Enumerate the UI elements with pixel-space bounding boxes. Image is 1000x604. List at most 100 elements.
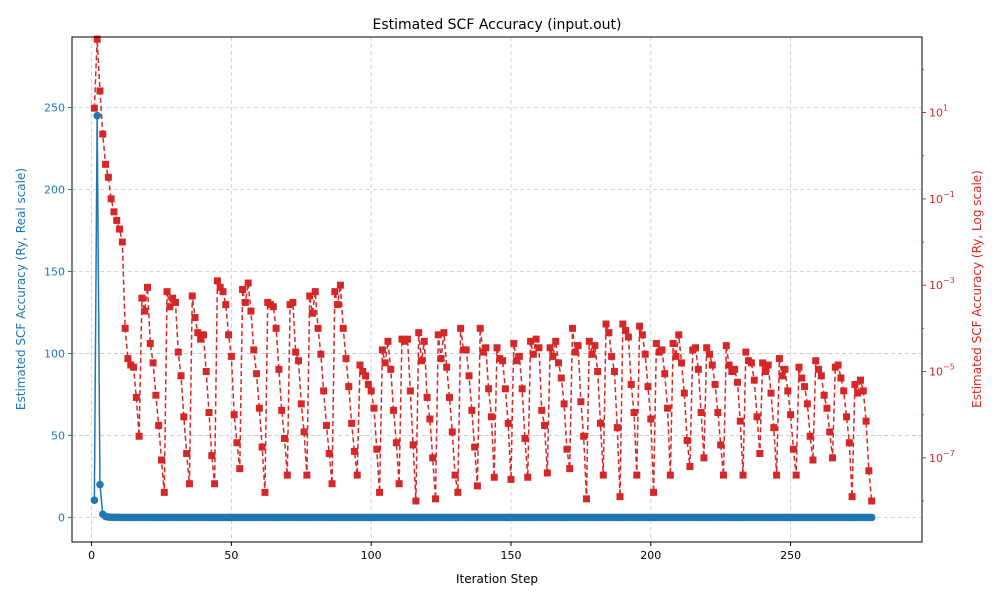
log-scale-point — [306, 292, 314, 300]
y-left-tick-label: 200 — [44, 183, 65, 196]
x-tick-label: 100 — [361, 549, 382, 562]
log-scale-point — [213, 277, 221, 285]
log-scale-point — [185, 480, 193, 488]
log-scale-point — [719, 471, 727, 479]
log-scale-point — [90, 104, 98, 112]
log-scale-point — [535, 344, 543, 352]
log-scale-point — [792, 471, 800, 479]
log-scale-point — [345, 383, 353, 391]
log-scale-point — [815, 365, 823, 373]
log-scale-point — [308, 309, 316, 317]
log-scale-point — [714, 409, 722, 417]
log-scale-point — [633, 471, 641, 479]
log-scale-point — [328, 480, 336, 488]
log-scale-point — [462, 346, 470, 354]
log-scale-point — [560, 400, 568, 408]
log-scale-point — [138, 294, 146, 302]
log-scale-point — [211, 480, 219, 488]
log-scale-point — [135, 432, 143, 440]
log-scale-point — [859, 387, 867, 395]
log-scale-point — [666, 471, 674, 479]
log-scale-point — [773, 471, 781, 479]
log-scale-point — [124, 355, 132, 363]
y-axis-left-label: Estimated SCF Accuracy (Ry, Real scale) — [14, 168, 28, 410]
log-scale-point — [160, 488, 168, 496]
log-scale-point — [672, 352, 680, 360]
log-scale-point — [610, 368, 618, 376]
log-scale-point — [722, 342, 730, 350]
log-scale-point — [582, 495, 590, 503]
log-scale-point — [848, 493, 856, 501]
log-scale-point — [778, 372, 786, 380]
log-scale-point — [272, 324, 280, 332]
log-scale-point — [487, 413, 495, 421]
log-scale-point — [219, 288, 227, 296]
y-left-tick-label: 0 — [58, 511, 65, 524]
log-scale-point — [733, 378, 741, 386]
log-scale-point — [110, 208, 118, 216]
x-tick-label: 0 — [88, 549, 95, 562]
log-scale-point — [216, 283, 224, 291]
log-scale-point — [174, 348, 182, 356]
log-scale-point — [834, 361, 842, 369]
log-scale-point — [602, 320, 610, 328]
log-scale-point — [739, 471, 747, 479]
log-scale-point — [574, 342, 582, 350]
log-scale-point — [336, 281, 344, 289]
log-scale-point — [102, 160, 110, 168]
log-scale-point — [202, 368, 210, 376]
log-scale-point — [348, 419, 356, 427]
log-scale-point — [499, 357, 507, 365]
log-scale-point — [163, 288, 171, 296]
log-scale-point — [644, 383, 652, 391]
log-scale-point — [809, 456, 817, 464]
log-scale-point — [473, 482, 481, 490]
log-scale-point — [711, 380, 719, 388]
log-scale-point — [132, 393, 140, 401]
log-scale-point — [840, 387, 848, 395]
log-scale-point — [157, 456, 165, 464]
log-scale-point — [686, 462, 694, 470]
log-scale-point — [465, 372, 473, 380]
log-scale-point — [527, 337, 535, 345]
log-scale-point — [121, 324, 129, 332]
log-scale-point — [303, 471, 311, 479]
log-scale-point — [440, 329, 448, 337]
log-scale-point — [541, 421, 549, 429]
log-scale-point — [770, 424, 778, 432]
log-scale-point — [865, 467, 873, 475]
log-scale-point — [227, 352, 235, 360]
log-scale-point — [524, 473, 532, 481]
plot-frame — [71, 36, 923, 543]
log-scale-point — [862, 417, 870, 425]
log-scale-point — [706, 350, 713, 358]
log-scale-point — [130, 363, 138, 371]
y-right-tick-label: 10−3 — [929, 276, 955, 292]
log-scale-point — [636, 322, 644, 330]
log-scale-point — [764, 361, 772, 369]
log-scale-point — [588, 350, 596, 358]
y-axis-left: 0 50 100 150 200 250 — [44, 102, 72, 524]
log-scale-point — [591, 342, 599, 350]
real-scale-point — [93, 111, 101, 120]
log-scale-point — [241, 298, 249, 306]
log-scale-point — [314, 324, 322, 332]
log-scale-point — [367, 387, 375, 395]
log-scale-point — [580, 432, 588, 440]
log-scale-point — [149, 359, 157, 367]
log-scale-point — [320, 387, 328, 395]
log-scale-point — [482, 344, 490, 352]
log-scale-point — [624, 333, 632, 341]
log-scale-point — [652, 339, 660, 347]
log-scale-point — [725, 361, 733, 369]
x-tick-label: 250 — [780, 549, 801, 562]
log-scale-point — [236, 465, 244, 473]
log-scale-point — [479, 348, 487, 356]
chart-title: Estimated SCF Accuracy (input.out) — [372, 17, 621, 33]
log-scale-point — [622, 327, 630, 335]
log-scale-point — [113, 216, 121, 224]
log-scale-point — [325, 450, 333, 458]
log-scale-point — [169, 294, 177, 302]
log-scale-point — [188, 292, 196, 300]
log-scale-point — [493, 344, 501, 352]
